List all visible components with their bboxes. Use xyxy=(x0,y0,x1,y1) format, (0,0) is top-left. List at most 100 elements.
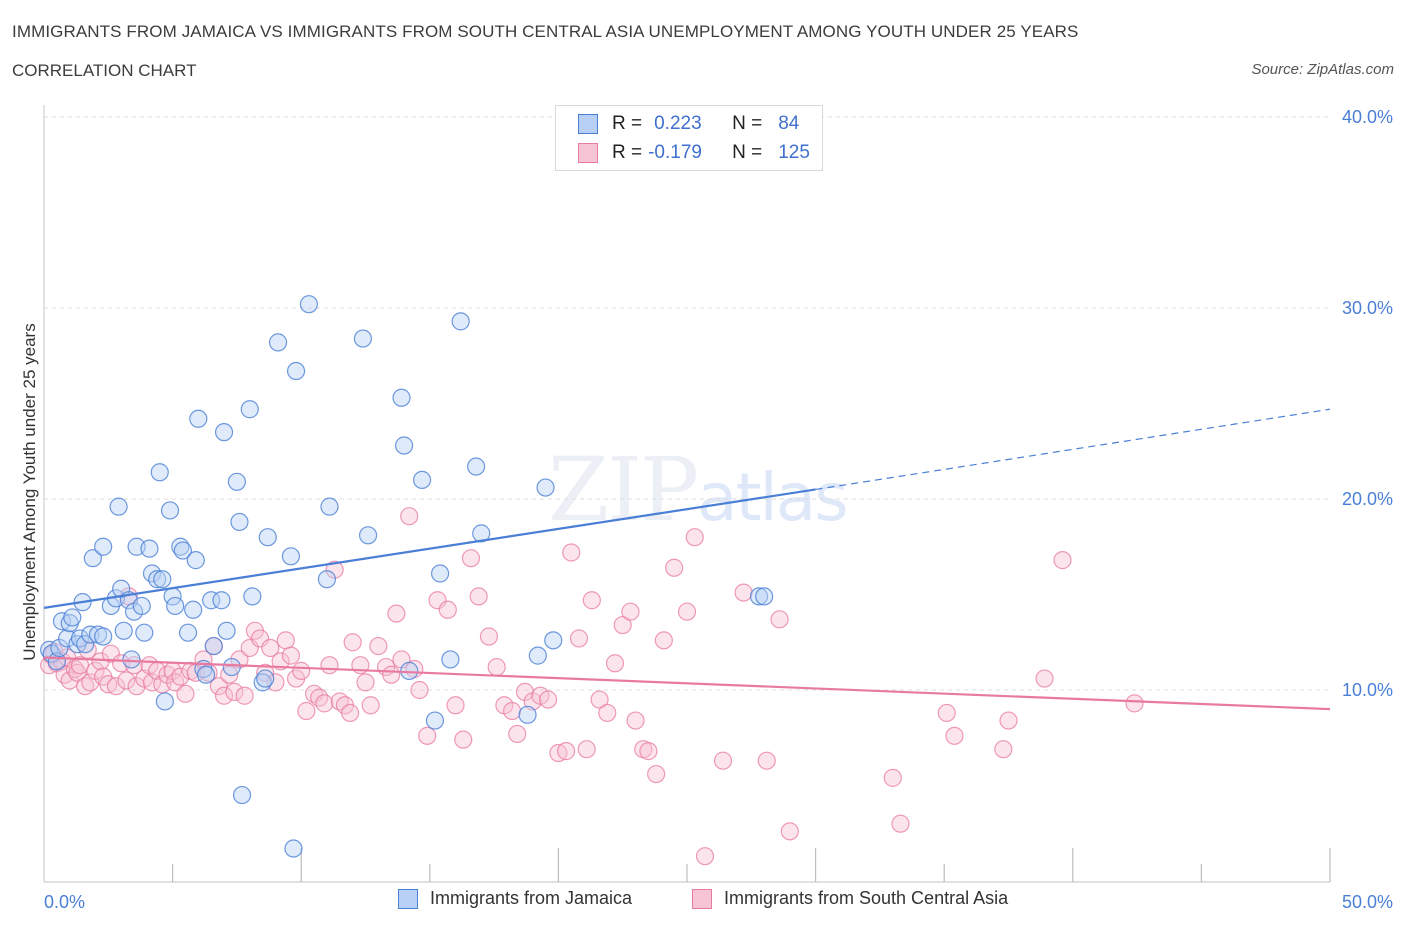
data-point-south-central-asia xyxy=(446,696,465,715)
legend-r-label: R = xyxy=(612,113,643,134)
y-tick-label: 30.0% xyxy=(1342,298,1393,318)
legend-swatch-blue xyxy=(578,114,598,134)
data-point-south-central-asia xyxy=(387,604,406,623)
data-point-jamaica xyxy=(70,629,90,648)
data-point-south-central-asia xyxy=(654,631,673,650)
data-point-jamaica xyxy=(281,547,301,566)
legend-n-label: N = xyxy=(732,142,763,163)
legend-row-south-central-asia: R = -0.179 N = 125 xyxy=(578,140,810,166)
data-point-jamaica xyxy=(135,623,154,642)
legend-r-label: R = xyxy=(612,142,643,163)
data-point-jamaica xyxy=(166,596,185,616)
series-jamaica xyxy=(40,295,774,858)
data-point-south-central-asia xyxy=(562,543,581,562)
data-point-jamaica xyxy=(466,457,486,476)
data-point-south-central-asia xyxy=(320,656,339,675)
data-point-south-central-asia xyxy=(557,742,576,761)
data-point-jamaica xyxy=(155,692,174,711)
data-point-south-central-asia xyxy=(503,701,522,721)
data-point-south-central-asia xyxy=(266,673,285,692)
data-point-south-central-asia xyxy=(297,701,316,721)
data-point-south-central-asia xyxy=(225,682,244,702)
trend-line-south-central-asia xyxy=(43,656,1331,711)
series-south-central-asia xyxy=(40,507,1144,866)
legend-row-jamaica: R = 0.223 N = 84 xyxy=(578,111,799,137)
data-point-south-central-asia xyxy=(410,680,429,700)
data-point-jamaica xyxy=(150,463,169,482)
data-point-jamaica xyxy=(268,333,288,352)
data-point-south-central-asia xyxy=(539,690,558,709)
x-tick-label: 50.0% xyxy=(1342,892,1393,912)
watermark-atlas: atlas xyxy=(697,459,848,536)
data-point-south-central-asia xyxy=(685,528,704,547)
data-point-south-central-asia xyxy=(343,633,362,652)
tick-labels: 10.0% 20.0% 30.0% 40.0% 0.0% 50.0% xyxy=(44,107,1393,912)
legend-swatch-pink xyxy=(692,888,712,909)
data-point-jamaica xyxy=(430,564,450,583)
chart-subtitle: CORRELATION CHART xyxy=(12,61,197,80)
data-point-south-central-asia xyxy=(400,507,419,526)
data-point-south-central-asia xyxy=(590,690,609,709)
data-point-jamaica xyxy=(50,638,69,658)
data-point-jamaica xyxy=(230,512,249,532)
data-point-south-central-asia xyxy=(598,703,617,723)
data-point-jamaica xyxy=(204,636,223,656)
data-point-south-central-asia xyxy=(613,615,632,635)
data-point-south-central-asia xyxy=(454,730,473,749)
data-point-south-central-asia xyxy=(770,610,789,629)
data-point-jamaica xyxy=(320,497,339,516)
data-point-south-central-asia xyxy=(883,768,902,787)
data-point-south-central-asia xyxy=(713,751,733,770)
data-point-south-central-asia xyxy=(176,684,195,703)
data-point-jamaica xyxy=(425,711,445,730)
data-point-south-central-asia xyxy=(166,673,185,692)
data-point-south-central-asia xyxy=(461,549,481,568)
data-point-jamaica xyxy=(392,388,411,407)
data-point-south-central-asia xyxy=(106,677,126,696)
data-point-south-central-asia xyxy=(695,847,715,866)
data-point-south-central-asia xyxy=(994,740,1013,759)
data-point-south-central-asia xyxy=(665,558,684,577)
data-point-jamaica xyxy=(63,608,82,627)
x-tick-label: 0.0% xyxy=(44,892,85,912)
data-point-south-central-asia xyxy=(479,627,499,646)
data-point-south-central-asia xyxy=(235,686,254,705)
data-point-jamaica xyxy=(214,423,234,442)
data-point-jamaica xyxy=(227,472,246,491)
data-point-south-central-asia xyxy=(621,602,640,621)
data-point-south-central-asia xyxy=(1053,551,1072,570)
legend-label-south-central-asia: Immigrants from South Central Asia xyxy=(724,888,1009,908)
data-point-south-central-asia xyxy=(1035,669,1054,688)
y-tick-label: 40.0% xyxy=(1342,107,1393,127)
data-point-south-central-asia xyxy=(438,600,457,619)
data-point-jamaica xyxy=(317,570,337,589)
data-point-jamaica xyxy=(284,839,303,858)
data-point-jamaica xyxy=(394,436,414,455)
data-point-jamaica xyxy=(186,551,205,570)
trend-line-jamaica xyxy=(43,488,816,609)
data-point-jamaica xyxy=(749,587,769,606)
data-point-jamaica xyxy=(299,295,319,314)
data-point-south-central-asia xyxy=(361,696,380,715)
correlation-legend: R = 0.223 N = 84 R = -0.179 N = 125 xyxy=(555,105,823,171)
data-point-jamaica xyxy=(173,541,192,560)
data-point-south-central-asia xyxy=(356,673,375,692)
y-tick-label: 20.0% xyxy=(1342,489,1393,509)
data-point-jamaica xyxy=(240,400,259,419)
data-point-south-central-asia xyxy=(999,711,1018,730)
data-point-jamaica xyxy=(518,705,537,724)
data-point-south-central-asia xyxy=(577,740,596,759)
data-point-south-central-asia xyxy=(780,822,799,841)
data-point-jamaica xyxy=(178,623,198,642)
data-point-south-central-asia xyxy=(292,661,311,681)
source-label: Source: ZipAtlas.com xyxy=(1251,61,1394,78)
data-point-jamaica xyxy=(232,785,252,805)
bottom-legend-south-central-asia: Immigrants from South Central Asia xyxy=(692,888,1008,909)
data-point-jamaica xyxy=(122,650,141,669)
data-point-jamaica xyxy=(76,635,95,654)
y-axis-label: Unemployment Among Youth under 25 years xyxy=(20,323,39,661)
trend-line-jamaica-extension xyxy=(815,408,1331,491)
data-point-south-central-asia xyxy=(639,742,658,761)
data-point-south-central-asia xyxy=(171,667,190,686)
data-point-south-central-asia xyxy=(315,694,334,713)
